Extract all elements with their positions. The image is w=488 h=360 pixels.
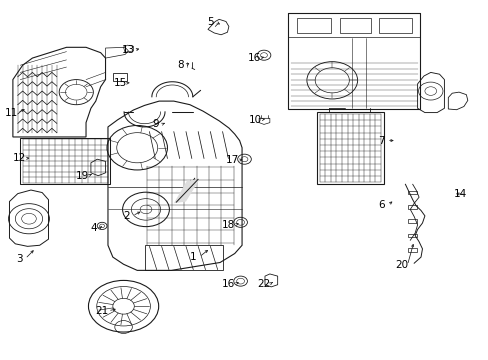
Text: 13: 13	[122, 45, 135, 55]
Bar	[20, 138, 110, 184]
Bar	[288, 13, 419, 109]
Text: 19: 19	[76, 171, 89, 181]
Bar	[407, 191, 416, 194]
Text: 12: 12	[13, 153, 26, 163]
Text: 5: 5	[206, 17, 213, 27]
Text: 16: 16	[247, 53, 260, 63]
Bar	[407, 205, 416, 209]
Bar	[407, 248, 416, 252]
Bar	[288, 13, 419, 37]
Text: 4: 4	[90, 224, 97, 233]
Text: 1: 1	[190, 252, 196, 262]
Text: 18: 18	[222, 220, 235, 230]
Text: 16: 16	[222, 279, 235, 289]
Text: 2: 2	[123, 211, 129, 221]
Text: 14: 14	[452, 189, 466, 199]
Text: 9: 9	[152, 120, 159, 129]
Bar	[378, 18, 411, 33]
Text: 20: 20	[394, 260, 407, 270]
Text: 7: 7	[377, 136, 384, 145]
Polygon shape	[173, 179, 199, 203]
Text: 3: 3	[16, 254, 22, 264]
Text: 22: 22	[257, 279, 270, 289]
Text: 6: 6	[378, 200, 385, 210]
Text: 10: 10	[248, 115, 261, 125]
Bar	[297, 18, 330, 33]
Bar	[339, 18, 370, 33]
Text: 15: 15	[113, 78, 126, 88]
Bar	[316, 112, 383, 184]
Text: 17: 17	[225, 155, 239, 165]
Text: 21: 21	[95, 306, 108, 316]
Text: 8: 8	[177, 60, 183, 70]
Bar	[113, 73, 127, 81]
Bar	[407, 220, 416, 223]
Bar	[407, 234, 416, 237]
Text: 11: 11	[5, 108, 18, 118]
